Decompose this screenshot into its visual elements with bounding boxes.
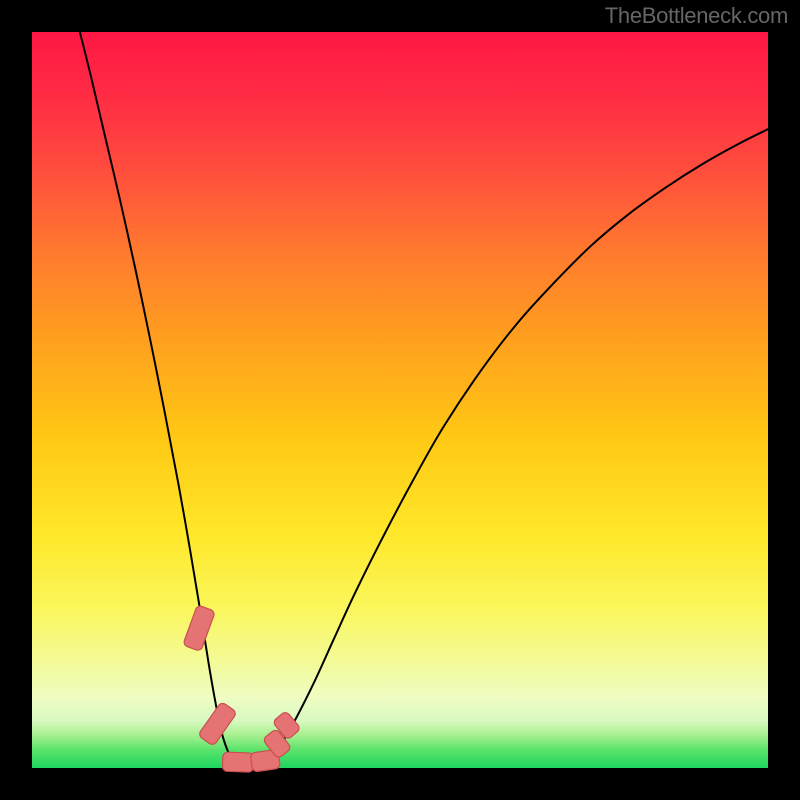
gradient-panel bbox=[32, 32, 768, 768]
chart-stage: TheBottleneck.com bbox=[0, 0, 800, 800]
watermark-text: TheBottleneck.com bbox=[605, 3, 788, 29]
bottleneck-curve-chart bbox=[0, 0, 800, 800]
curve-marker bbox=[222, 752, 254, 772]
